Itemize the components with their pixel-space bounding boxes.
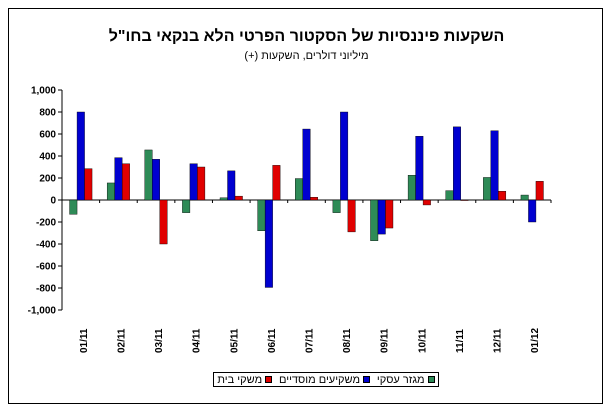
bar (302, 128, 311, 201)
bar (106, 182, 115, 201)
bar (197, 166, 206, 201)
x-tick-label: 06/11 (267, 328, 278, 353)
y-tick-label: -1,000 (28, 306, 57, 317)
chart-frame (8, 8, 603, 404)
y-tick-label: 800 (39, 108, 56, 119)
x-tick-label: 05/11 (229, 328, 240, 353)
bar (520, 194, 529, 201)
y-tick-label: -600 (36, 262, 56, 273)
bar (144, 149, 153, 201)
bar (76, 111, 85, 201)
bar (340, 111, 349, 201)
y-tick-label: -200 (36, 218, 56, 229)
y-tick-label: 0 (50, 196, 56, 207)
bar (498, 190, 507, 201)
x-tick-label: 12/11 (493, 328, 504, 353)
y-tick-label: 400 (39, 152, 56, 163)
x-tick-label: 01/11 (79, 328, 90, 353)
x-tick-label: 07/11 (305, 328, 316, 353)
bar (347, 199, 356, 233)
legend-label: משקי בית (217, 373, 263, 386)
x-tick-label: 03/11 (154, 328, 165, 353)
bar (310, 197, 318, 201)
y-tick-label: -800 (36, 284, 56, 295)
bar (332, 199, 341, 213)
bar (264, 199, 273, 288)
bar (219, 197, 228, 201)
legend-swatch (265, 376, 273, 383)
bar (453, 126, 461, 201)
x-tick-label: 11/11 (455, 329, 466, 353)
bar (483, 177, 492, 201)
y-tick-label: 1,000 (31, 86, 56, 97)
bar (407, 175, 416, 201)
legend: מגזר עסקי משקיעים מוסדיים משקי בית (213, 372, 439, 387)
bar (182, 199, 191, 213)
legend-item: משקיעים מוסדיים (278, 373, 371, 386)
y-tick-label: 600 (39, 130, 56, 141)
bar (422, 199, 431, 206)
bar (528, 199, 537, 223)
bar (69, 199, 78, 215)
x-tick-label: 02/11 (116, 328, 127, 353)
x-tick-label: 09/11 (380, 328, 391, 353)
bar (460, 199, 469, 201)
bar (377, 199, 386, 235)
x-tick-label: 08/11 (342, 328, 353, 353)
x-tick-label: 01/12 (530, 328, 541, 353)
bar (415, 135, 424, 201)
bar (152, 159, 160, 201)
bar (535, 181, 544, 201)
bar (189, 163, 198, 201)
bar (490, 130, 499, 201)
bar (295, 178, 303, 201)
legend-swatch (363, 376, 371, 383)
y-tick-label: 200 (39, 174, 56, 185)
bar (445, 190, 454, 201)
bar (234, 195, 243, 201)
bar (385, 199, 394, 229)
chart-subtitle: מיליוני דולרים, השקעות (+) (244, 50, 369, 62)
bar (272, 165, 281, 201)
x-tick-label: 10/11 (417, 328, 428, 353)
x-tick-label: 04/11 (192, 328, 203, 353)
legend-swatch (427, 376, 435, 383)
legend-label: משקיעים מוסדיים (278, 373, 361, 386)
bar (227, 170, 236, 201)
legend-label: מגזר עסקי (376, 373, 425, 386)
legend-item: משקי בית (217, 373, 273, 386)
legend-item: מגזר עסקי (377, 374, 435, 386)
y-tick-label: -400 (36, 240, 56, 251)
bar (114, 157, 123, 201)
chart-title: השקעות פיננסיות של הסקטור הפרטי הלא בנקא… (108, 28, 505, 45)
bar (370, 199, 379, 241)
bar (257, 199, 266, 231)
bar (84, 168, 93, 201)
bar (121, 163, 130, 201)
bar (159, 199, 168, 245)
